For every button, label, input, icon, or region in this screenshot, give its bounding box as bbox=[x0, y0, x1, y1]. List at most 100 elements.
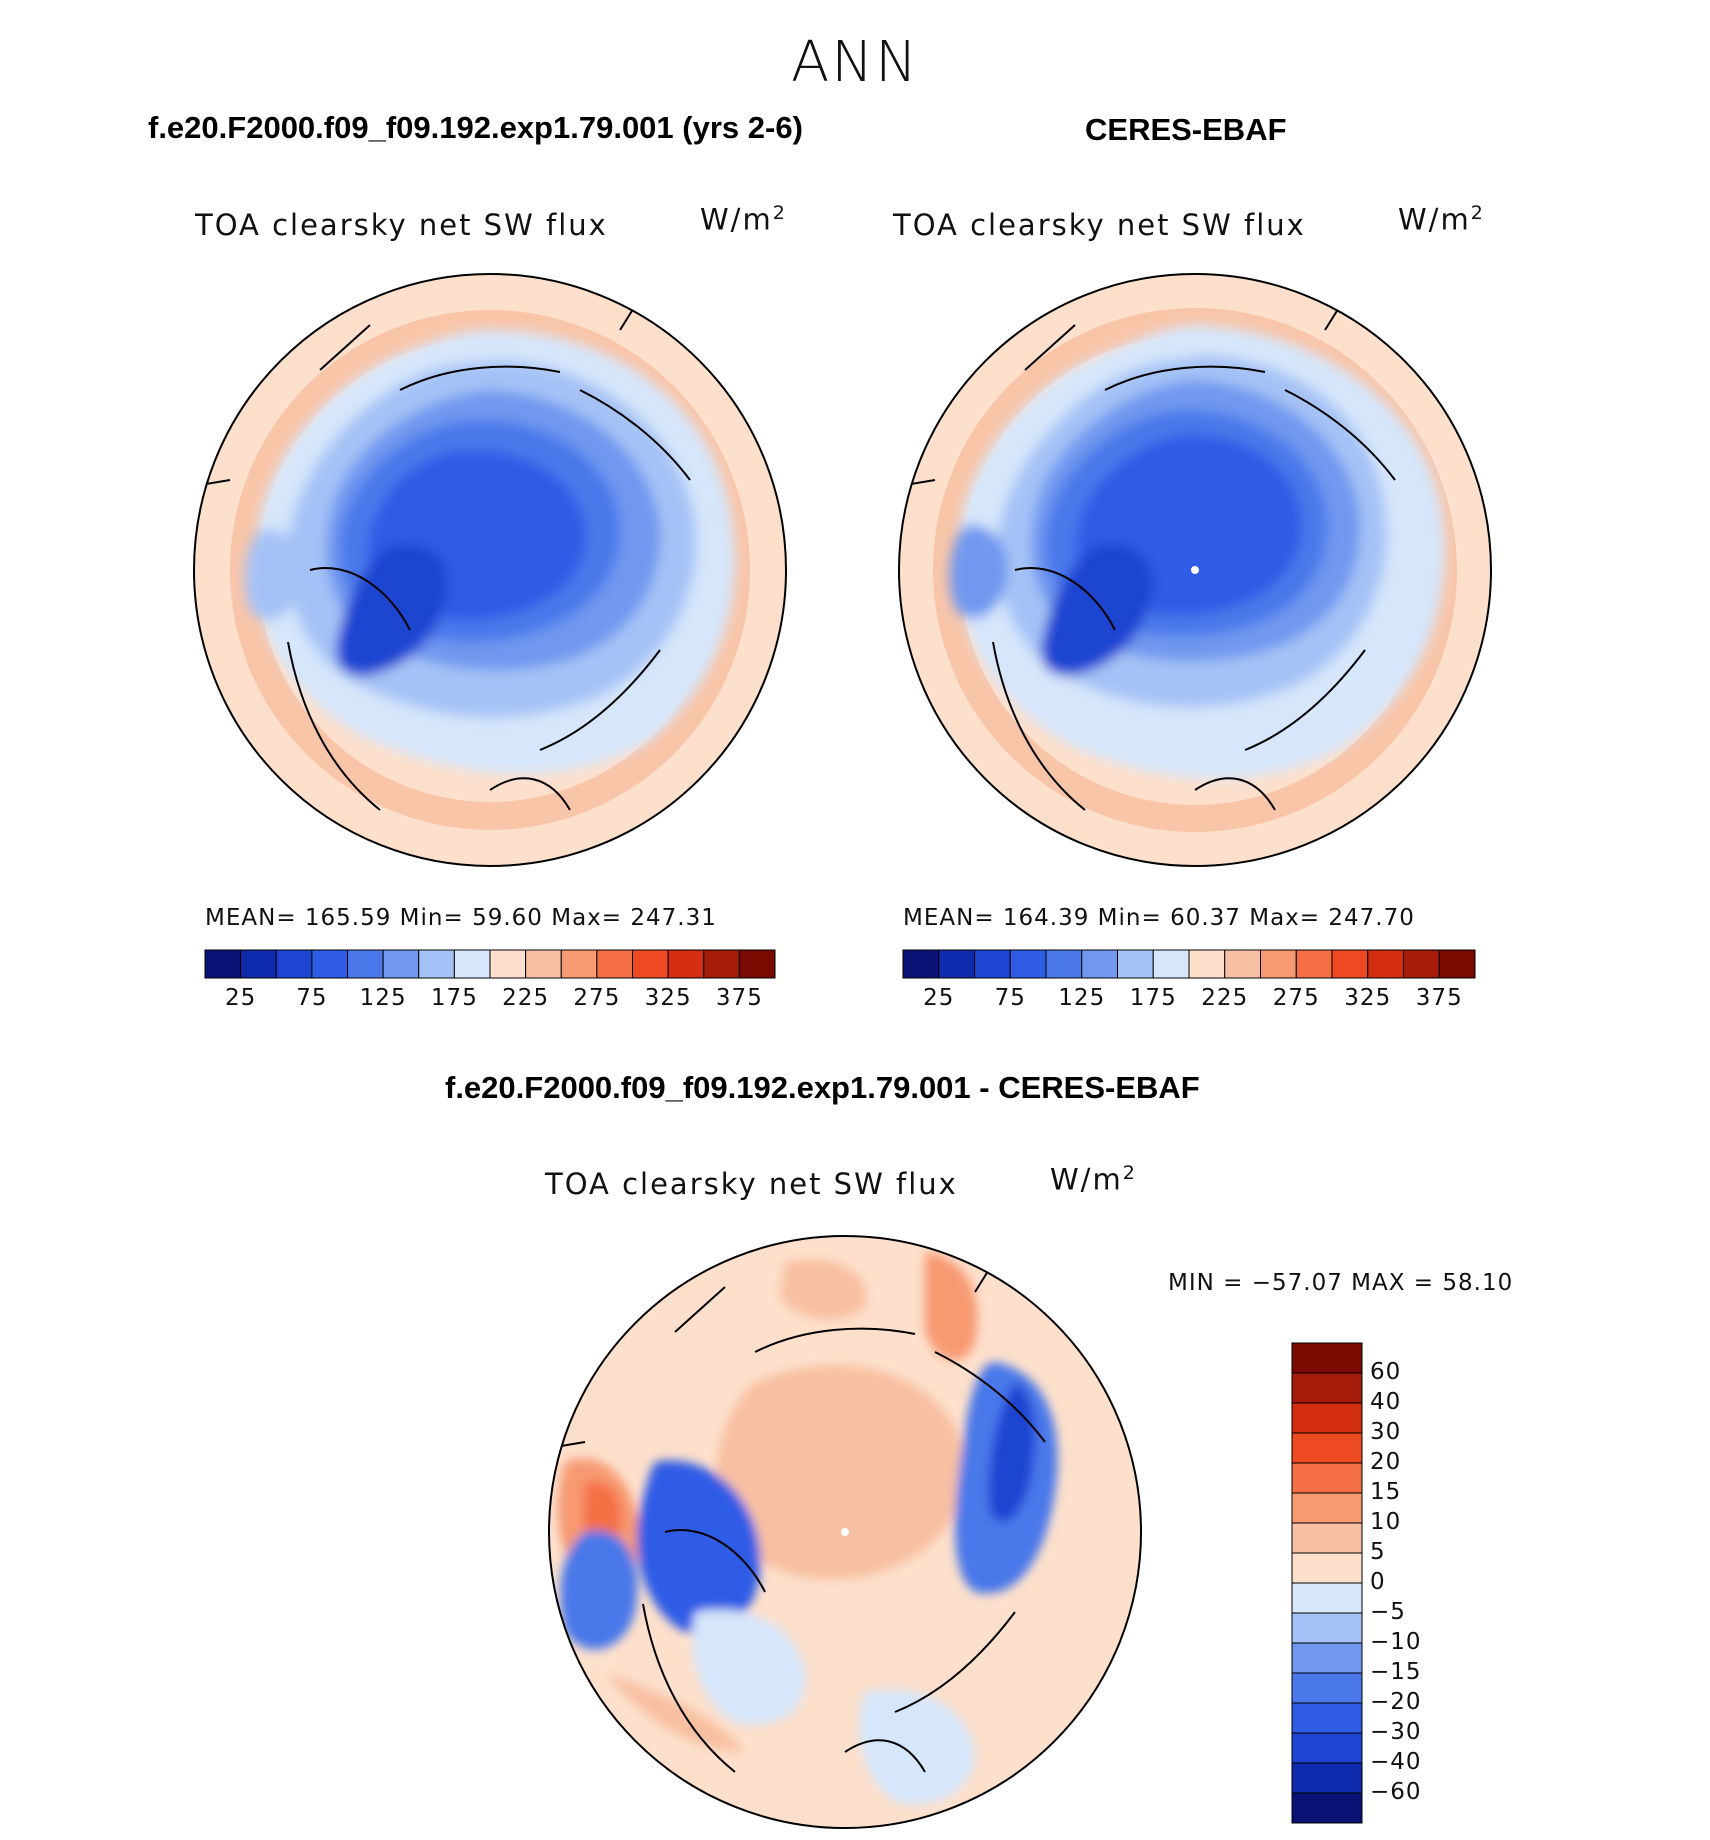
colorbar-swatch bbox=[1291, 1522, 1363, 1554]
colorbar-swatch bbox=[1291, 1582, 1363, 1614]
colorbar-swatch bbox=[1188, 949, 1226, 979]
colorbar-swatch bbox=[596, 949, 633, 979]
colorbar-swatch bbox=[1295, 949, 1333, 979]
colorbar-swatch bbox=[418, 949, 455, 979]
colorbar-swatch bbox=[1224, 949, 1261, 979]
obs-case-title: CERES-EBAF bbox=[1085, 112, 1287, 147]
colorbar-swatch bbox=[1152, 949, 1190, 979]
obs-polar-map bbox=[898, 273, 1492, 867]
right-variable-title: TOA clearsky net SW flux bbox=[893, 208, 1306, 242]
colorbar-tick-label: 15 bbox=[1370, 1479, 1402, 1505]
colorbar-swatch bbox=[1403, 949, 1440, 979]
right-units-label: W/m2 bbox=[1398, 202, 1485, 237]
colorbar-tick-label: 75 bbox=[296, 985, 328, 1011]
difference-polar-map bbox=[548, 1235, 1142, 1829]
left-units-label: W/m2 bbox=[700, 202, 787, 237]
colorbar-swatch bbox=[1367, 949, 1404, 979]
difference-case-title: f.e20.F2000.f09_f09.192.exp1.79.001 - CE… bbox=[445, 1070, 1200, 1105]
colorbar-swatch bbox=[489, 949, 527, 979]
colorbar-tick-label: 10 bbox=[1370, 1509, 1402, 1535]
colorbar-swatch bbox=[240, 949, 277, 979]
colorbar-tick-label: 125 bbox=[359, 985, 407, 1011]
colorbar-swatch bbox=[1291, 1402, 1363, 1434]
colorbar-swatch bbox=[1081, 949, 1118, 979]
colorbar-swatch bbox=[1117, 949, 1154, 979]
colorbar-tick-label: 175 bbox=[1129, 985, 1177, 1011]
colorbar-swatch bbox=[1291, 1732, 1363, 1764]
colorbar-swatch bbox=[1291, 1492, 1363, 1524]
colorbar-swatch bbox=[1291, 1372, 1363, 1404]
colorbar-swatch bbox=[1291, 1552, 1363, 1584]
difference-colorbar bbox=[1291, 1342, 1363, 1824]
colorbar-tick-label: 0 bbox=[1370, 1569, 1386, 1595]
colorbar-swatch bbox=[938, 949, 975, 979]
colorbar-tick-label: 325 bbox=[644, 985, 692, 1011]
difference-minmax: MIN = −57.07 MAX = 58.10 bbox=[1168, 1270, 1514, 1296]
colorbar-swatch bbox=[1291, 1672, 1363, 1704]
colorbar-swatch bbox=[1291, 1342, 1363, 1374]
colorbar-tick-label: 60 bbox=[1370, 1359, 1402, 1385]
colorbar-swatch bbox=[275, 949, 313, 979]
colorbar-swatch bbox=[632, 949, 669, 979]
colorbar-swatch bbox=[453, 949, 491, 979]
colorbar-tick-label: 175 bbox=[430, 985, 478, 1011]
model-case-title: f.e20.F2000.f09_f09.192.exp1.79.001 (yrs… bbox=[148, 110, 803, 145]
colorbar-swatch bbox=[1331, 949, 1369, 979]
colorbar-tick-label: 40 bbox=[1370, 1389, 1402, 1415]
colorbar-tick-label: −20 bbox=[1370, 1689, 1422, 1715]
colorbar-swatch bbox=[560, 949, 598, 979]
colorbar-swatch bbox=[1009, 949, 1047, 979]
colorbar-swatch bbox=[1291, 1702, 1363, 1734]
colorbar-swatch bbox=[1291, 1642, 1363, 1674]
obs-stats: MEAN= 164.39 Min= 60.37 Max= 247.70 bbox=[903, 905, 1415, 931]
colorbar-swatch bbox=[1438, 949, 1476, 979]
colorbar-tick-label: 125 bbox=[1058, 985, 1106, 1011]
colorbar-tick-label: 20 bbox=[1370, 1449, 1402, 1475]
colorbar-tick-label: 25 bbox=[923, 985, 955, 1011]
colorbar-swatch bbox=[1045, 949, 1083, 979]
colorbar-swatch bbox=[1260, 949, 1297, 979]
colorbar-swatch bbox=[525, 949, 562, 979]
model-colorbar bbox=[204, 949, 776, 979]
difference-colorbar-ticks: 60 40 30 20 15 10 5 0 −5 −10 −15 −20 −30 −40 −60 bbox=[1370, 1343, 1450, 1823]
colorbar-tick-label: −15 bbox=[1370, 1659, 1422, 1685]
colorbar-tick-label: −40 bbox=[1370, 1749, 1422, 1775]
colorbar-tick-label: −30 bbox=[1370, 1719, 1422, 1745]
colorbar-tick-label: −60 bbox=[1370, 1779, 1422, 1805]
colorbar-tick-label: 5 bbox=[1370, 1539, 1386, 1565]
colorbar-tick-label: 375 bbox=[1415, 985, 1463, 1011]
colorbar-swatch bbox=[382, 949, 420, 979]
colorbar-tick-label: 375 bbox=[715, 985, 763, 1011]
colorbar-swatch bbox=[738, 949, 776, 979]
obs-colorbar-ticks: 25 75 125 175 225 275 325 375 bbox=[903, 985, 1475, 1015]
difference-units-label: W/m2 bbox=[1050, 1162, 1137, 1197]
colorbar-tick-label: 25 bbox=[224, 985, 257, 1011]
colorbar-tick-label: 30 bbox=[1370, 1419, 1402, 1445]
colorbar-swatch bbox=[974, 949, 1011, 979]
colorbar-swatch bbox=[1291, 1762, 1363, 1794]
colorbar-swatch bbox=[311, 949, 348, 979]
colorbar-swatch bbox=[1291, 1612, 1363, 1644]
obs-colorbar bbox=[902, 949, 1476, 979]
colorbar-swatch bbox=[347, 949, 384, 979]
model-polar-map bbox=[193, 273, 787, 867]
colorbar-swatch bbox=[667, 949, 705, 979]
model-colorbar-ticks: 25 75 125 175 225 275 325 375 bbox=[205, 985, 775, 1015]
colorbar-swatch bbox=[1291, 1792, 1363, 1824]
colorbar-tick-label: −10 bbox=[1370, 1629, 1422, 1655]
colorbar-tick-label: 325 bbox=[1344, 985, 1392, 1011]
colorbar-tick-label: 225 bbox=[1201, 985, 1249, 1011]
colorbar-swatch bbox=[204, 949, 242, 979]
colorbar-tick-label: −5 bbox=[1370, 1599, 1406, 1625]
colorbar-swatch bbox=[902, 949, 940, 979]
left-variable-title: TOA clearsky net SW flux bbox=[195, 208, 608, 242]
colorbar-swatch bbox=[703, 949, 740, 979]
colorbar-swatch bbox=[1291, 1462, 1363, 1494]
colorbar-tick-label: 275 bbox=[1272, 985, 1320, 1011]
colorbar-tick-label: 75 bbox=[994, 985, 1026, 1011]
colorbar-tick-label: 225 bbox=[502, 985, 550, 1011]
colorbar-tick-label: 275 bbox=[573, 985, 621, 1011]
model-stats: MEAN= 165.59 Min= 59.60 Max= 247.31 bbox=[205, 905, 717, 931]
season-title: ANN bbox=[790, 30, 920, 95]
difference-variable-title: TOA clearsky net SW flux bbox=[545, 1167, 958, 1201]
